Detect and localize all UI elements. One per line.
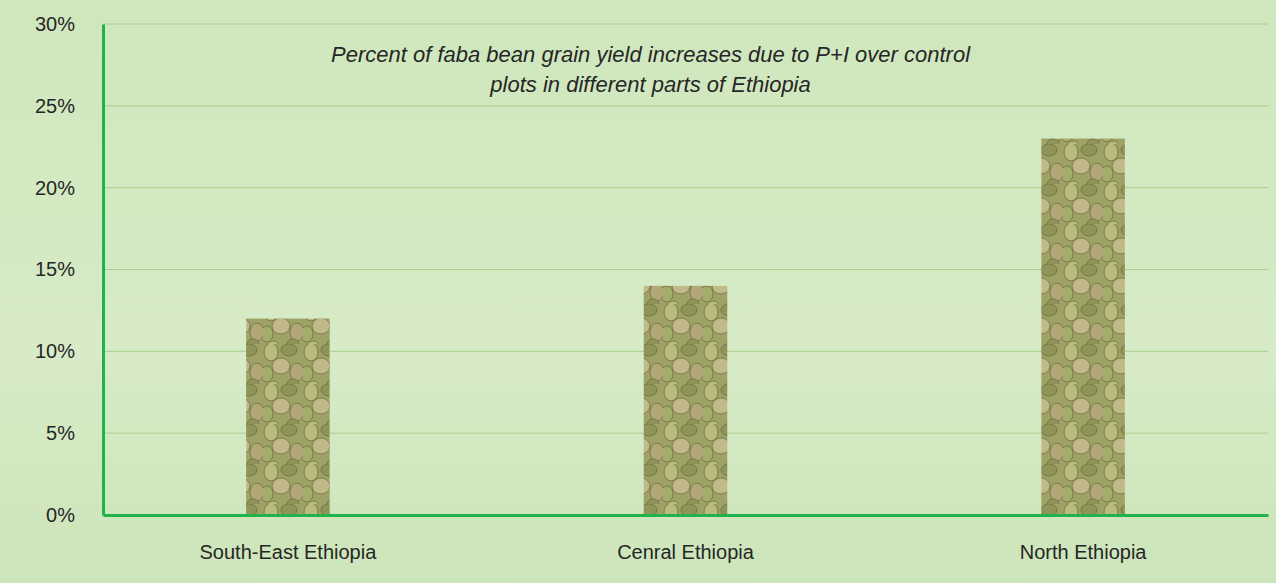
x-tick-label: Cenral Ethiopia — [617, 541, 755, 563]
grid-line — [103, 24, 1268, 25]
x-tick-label: South-East Ethiopia — [199, 541, 377, 563]
y-tick: 15% — [35, 258, 103, 280]
grid — [103, 24, 1268, 515]
grid-line — [103, 515, 1268, 516]
y-tick-label: 5% — [46, 422, 75, 444]
y-tick-label: 25% — [35, 95, 75, 117]
y-tick-label: 10% — [35, 340, 75, 362]
title-line: Percent of faba bean grain yield increas… — [331, 42, 971, 67]
y-tick: 5% — [46, 422, 103, 444]
x-tick: North Ethiopia — [1020, 515, 1148, 563]
title: Percent of faba bean grain yield increas… — [331, 42, 971, 97]
grid-line — [103, 105, 1268, 106]
chart: 0% 5% 10% 15% 20% 25% 30% South-East Ethiopia Ce… — [0, 0, 1276, 583]
y-tick: 10% — [35, 340, 103, 362]
title-line: plots in different parts of Ethiopia — [489, 72, 810, 97]
y-tick-label: 30% — [35, 13, 75, 35]
y-axis: 0% 5% 10% 15% 20% 25% 30% — [35, 13, 104, 526]
bars — [246, 139, 1125, 515]
bar — [1041, 139, 1124, 515]
bar — [246, 319, 329, 515]
x-axis-line — [104, 514, 1269, 517]
y-axis-line — [102, 25, 105, 516]
x-tick: Cenral Ethiopia — [617, 515, 755, 563]
y-tick: 0% — [46, 504, 103, 526]
y-tick: 25% — [35, 95, 103, 117]
y-tick: 30% — [35, 13, 103, 35]
x-tick: South-East Ethiopia — [199, 515, 377, 563]
y-tick: 20% — [35, 177, 103, 199]
x-axis: South-East Ethiopia Cenral Ethiopia North … — [104, 515, 1269, 563]
x-tick-label: North Ethiopia — [1020, 541, 1148, 563]
bar — [644, 286, 727, 515]
y-tick-label: 20% — [35, 177, 75, 199]
y-tick-label: 0% — [46, 504, 75, 526]
y-tick-label: 15% — [35, 258, 75, 280]
plot: 0% 5% 10% 15% 20% 25% 30% South-East Ethiopia Ce… — [35, 13, 1269, 563]
